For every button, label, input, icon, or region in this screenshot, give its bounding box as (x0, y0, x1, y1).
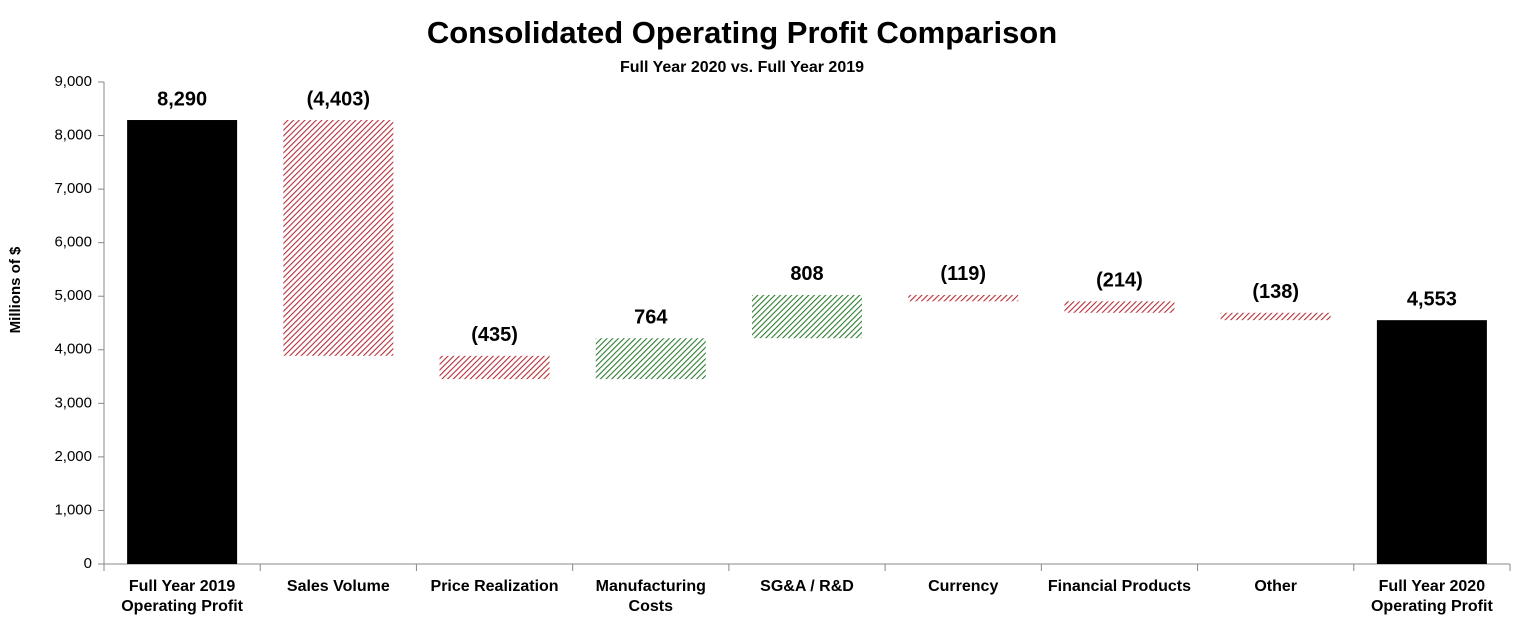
bar (439, 355, 550, 380)
y-tick-label: 1,000 (54, 501, 92, 518)
bar (1064, 301, 1175, 313)
data-label: 4,553 (1407, 288, 1457, 310)
bar (127, 120, 238, 564)
bar (283, 120, 394, 356)
data-label: (435) (471, 324, 518, 346)
data-label: 808 (790, 263, 823, 285)
y-tick-label: 0 (84, 555, 92, 572)
x-tick-label: Manufacturing Costs (595, 578, 706, 615)
y-tick-label: 5,000 (54, 287, 92, 304)
y-tick-label: 8,000 (54, 127, 92, 144)
bar (908, 294, 1019, 302)
chart-title: Consolidated Operating Profit Comparison (427, 15, 1057, 50)
data-label: (214) (1096, 270, 1143, 292)
bar (752, 294, 862, 339)
y-tick-label: 2,000 (54, 448, 92, 465)
y-tick-label: 7,000 (54, 180, 92, 197)
data-label: 764 (634, 306, 668, 328)
y-tick-label: 3,000 (54, 394, 92, 411)
bar (1220, 312, 1331, 321)
bar (595, 338, 706, 380)
data-label: (138) (1252, 281, 1299, 303)
x-tick-label: Sales Volume (286, 578, 390, 595)
y-tick-label: 9,000 (54, 73, 92, 90)
data-label: (4,403) (307, 88, 370, 110)
y-tick-label: 6,000 (54, 234, 92, 251)
data-label: (119) (940, 263, 986, 285)
x-tick-label: SG&A / R&D (760, 578, 854, 595)
y-axis-label: Millions of $ (7, 246, 24, 333)
x-tick-label: Financial Products (1047, 578, 1191, 595)
x-tick-label: Other (1254, 578, 1297, 595)
x-tick-label: Currency (928, 578, 999, 595)
data-label: 8,290 (157, 88, 207, 110)
x-tick-label: Full Year 2020 Operating Profit (1370, 578, 1493, 615)
x-tick-label: Price Realization (430, 578, 559, 595)
y-tick-label: 4,000 (54, 341, 92, 358)
bar (1376, 320, 1487, 564)
chart-subtitle: Full Year 2020 vs. Full Year 2019 (620, 59, 864, 76)
x-tick-label: Full Year 2019 Operating Profit (121, 578, 243, 615)
